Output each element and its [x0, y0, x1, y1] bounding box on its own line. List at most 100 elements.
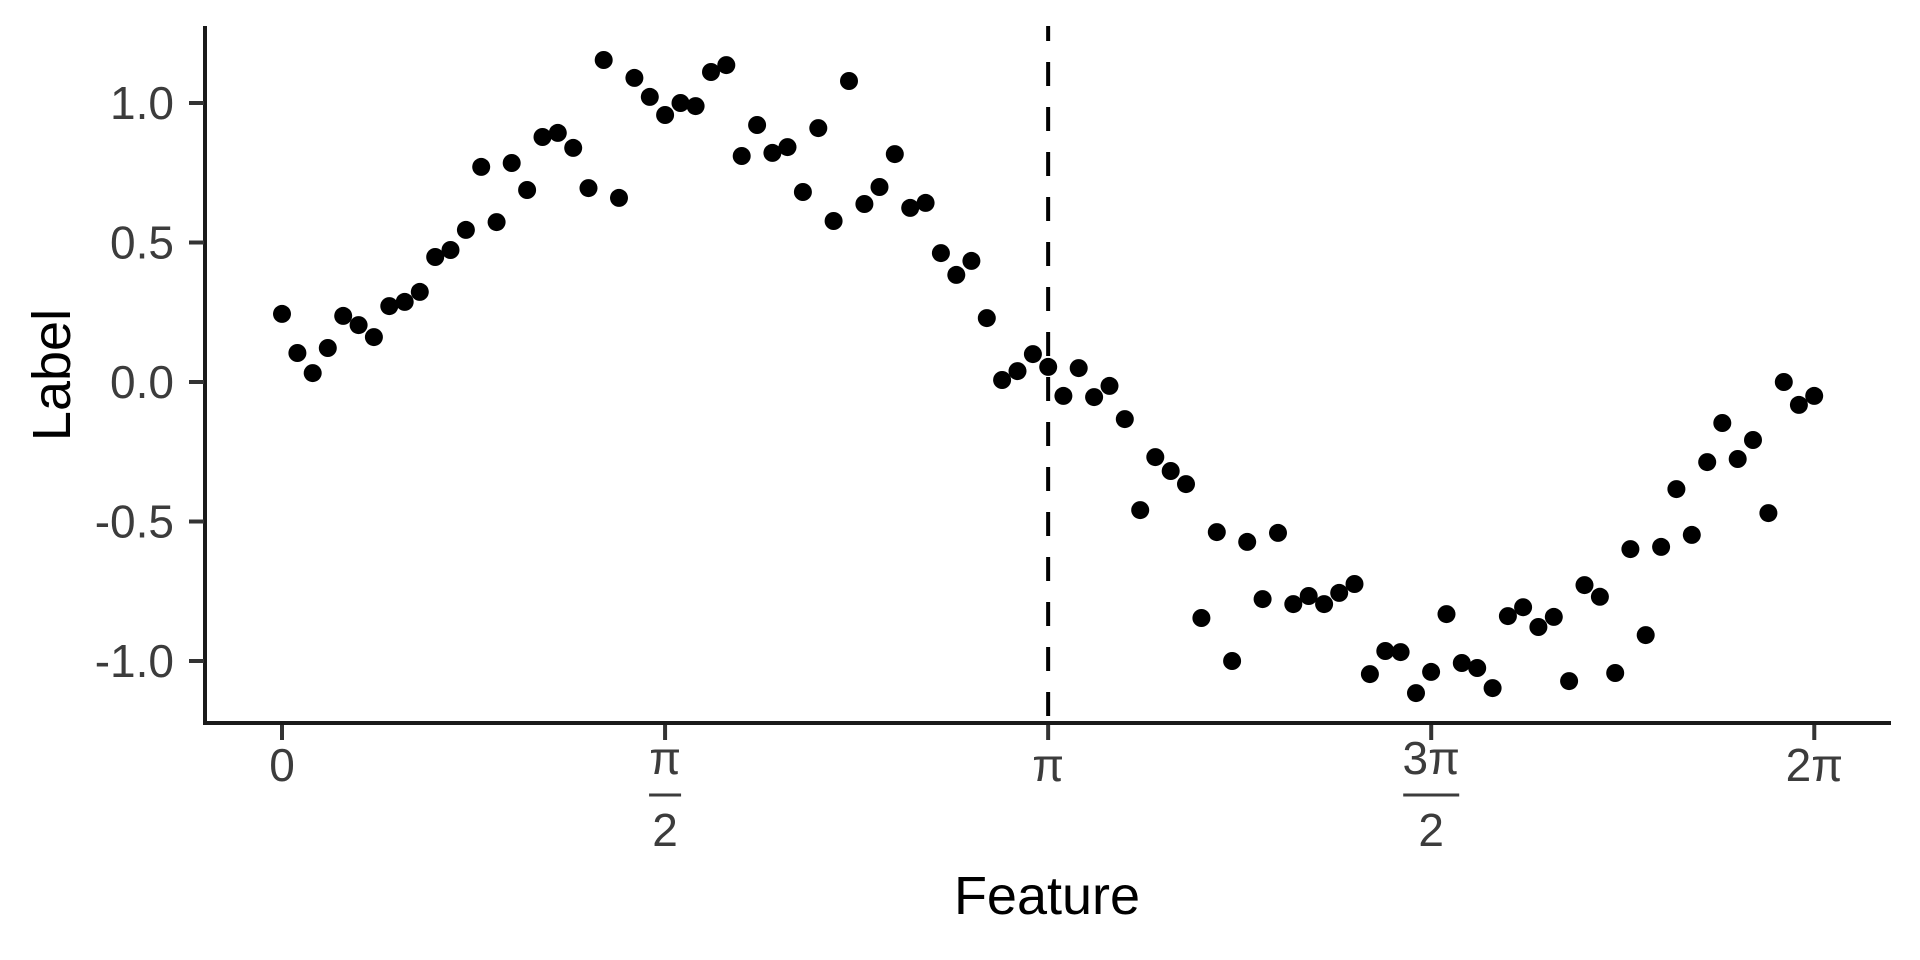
data-point [1269, 523, 1287, 542]
data-point [395, 292, 414, 311]
data-point [1008, 362, 1027, 381]
data-point [947, 265, 966, 284]
data-point [1789, 395, 1808, 414]
y-axis-title: Label [22, 309, 82, 441]
x-tick-label-denominator: 2 [652, 804, 678, 856]
data-point [625, 68, 644, 87]
data-point [748, 116, 767, 134]
data-point [1468, 659, 1487, 677]
data-point [809, 119, 828, 138]
data-point [1299, 587, 1318, 605]
data-point [1606, 664, 1625, 682]
data-point [993, 371, 1012, 389]
data-point [1223, 652, 1242, 670]
data-point [1498, 607, 1517, 626]
data-point [441, 241, 460, 259]
data-point [686, 97, 705, 116]
x-axis-title: Feature [954, 866, 1140, 926]
data-point [824, 212, 843, 230]
data-point [380, 297, 399, 316]
x-tick-label: π [1032, 739, 1064, 791]
data-point [931, 244, 950, 263]
data-point [1422, 662, 1441, 681]
x-tick-label-numerator: π [649, 732, 681, 784]
data-point [1315, 595, 1334, 614]
x-tick-label: 0 [269, 739, 295, 791]
data-point [702, 63, 720, 81]
data-point [901, 198, 920, 217]
points-group [273, 51, 1824, 703]
data-point [1192, 609, 1211, 627]
data-point [1360, 665, 1379, 684]
data-point [594, 51, 613, 69]
data-point [732, 147, 751, 165]
data-point [364, 328, 383, 347]
data-point [977, 309, 996, 328]
data-point [1805, 386, 1824, 405]
data-point [334, 306, 353, 325]
data-point [840, 72, 858, 90]
data-point [1575, 576, 1594, 595]
data-point [962, 251, 981, 270]
data-point [1100, 376, 1119, 395]
data-point [1560, 672, 1579, 691]
data-point [303, 364, 322, 383]
data-point [456, 220, 475, 239]
data-point [1728, 450, 1747, 468]
data-point [1085, 388, 1104, 407]
data-point [1514, 598, 1533, 617]
data-point [1407, 684, 1425, 703]
data-point [656, 106, 675, 124]
data-point [273, 304, 291, 323]
data-point [1115, 410, 1134, 429]
data-point [1667, 480, 1686, 499]
y-ticks-group: 1.0 0.5 0.0 -0.5 -1.0 [95, 77, 204, 687]
data-point [472, 157, 491, 176]
data-point [502, 154, 521, 172]
data-point [1590, 587, 1609, 606]
data-point [640, 87, 659, 106]
data-point [1452, 654, 1471, 672]
data-point [1544, 607, 1563, 626]
y-tick-label: 0.5 [110, 217, 174, 269]
data-point [671, 94, 690, 112]
data-point [1177, 475, 1195, 494]
data-point [1238, 532, 1257, 551]
data-point [870, 178, 889, 196]
data-point [778, 138, 797, 157]
data-point [1023, 345, 1042, 364]
data-point [763, 143, 782, 162]
data-point [1529, 618, 1548, 636]
data-point [1759, 504, 1778, 523]
y-tick-label: -0.5 [95, 496, 174, 548]
data-point [717, 56, 736, 75]
data-point [610, 188, 628, 207]
x-tick-label-numerator: 3π [1403, 732, 1460, 784]
x-tick-label: 2π [1786, 739, 1843, 791]
data-point [1698, 453, 1717, 472]
data-point [1330, 583, 1349, 602]
data-point [1345, 575, 1364, 593]
data-point [793, 183, 812, 201]
data-point [1376, 642, 1395, 660]
data-point [349, 316, 368, 335]
data-point [1682, 525, 1701, 544]
data-point [916, 193, 935, 212]
data-point [533, 128, 552, 146]
data-point [579, 179, 598, 198]
data-point [318, 339, 337, 357]
data-point [1207, 523, 1226, 542]
data-point [885, 145, 904, 164]
data-point [1054, 386, 1073, 405]
data-point [1483, 679, 1502, 698]
data-point [564, 138, 583, 157]
data-point [487, 213, 506, 232]
data-point [518, 181, 537, 199]
y-tick-label: 1.0 [110, 77, 174, 129]
y-tick-label: 0.0 [110, 356, 174, 408]
data-point [426, 248, 445, 266]
data-point [1774, 373, 1793, 391]
data-point [1437, 605, 1456, 624]
data-point [288, 344, 307, 362]
